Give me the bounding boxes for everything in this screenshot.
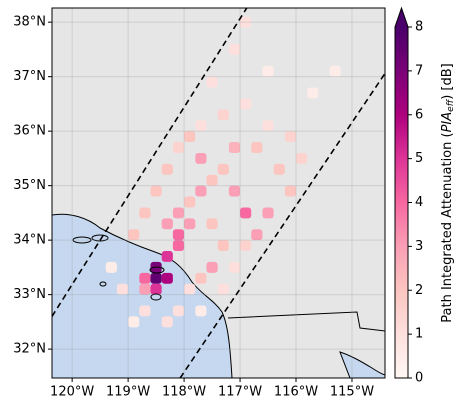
attenuation-cell	[329, 65, 341, 77]
swath-edge	[179, 72, 385, 378]
attenuation-cell	[195, 272, 207, 284]
y-tick-label: 35°N	[13, 178, 46, 193]
attenuation-cell	[116, 283, 129, 295]
attenuation-cell	[161, 251, 173, 262]
attenuation-cell	[184, 283, 196, 295]
island	[72, 236, 92, 244]
attenuation-cell	[105, 261, 117, 273]
y-tick-label: 37°N	[13, 69, 46, 84]
attenuation-cell	[195, 152, 207, 164]
attenuation-cell	[161, 163, 173, 175]
attenuation-cell	[296, 152, 308, 164]
colorbar-tick-label: 3	[415, 239, 423, 254]
attenuation-cell	[172, 305, 185, 317]
attenuation-cell	[172, 207, 185, 219]
attenuation-cell	[206, 261, 218, 273]
attenuation-cell	[251, 142, 263, 153]
island	[91, 234, 109, 242]
attenuation-cell	[139, 305, 151, 317]
colorbar-tick-label: 6	[415, 107, 423, 122]
attenuation-cell	[172, 142, 185, 153]
y-tick-label: 32°N	[13, 342, 46, 357]
attenuation-cell	[150, 283, 162, 295]
attenuation-cell	[217, 163, 229, 175]
x-tick-label: 119°W	[106, 385, 150, 400]
label-symbol: PIA	[440, 112, 455, 133]
attenuation-cell	[228, 142, 241, 153]
attenuation-cell	[161, 218, 173, 230]
colorbar-extend	[395, 8, 408, 27]
colorbar	[395, 27, 408, 378]
attenuation-cell	[228, 43, 241, 55]
y-tick-label: 36°N	[13, 124, 46, 139]
x-tick-label: 120°W	[50, 385, 94, 400]
attenuation-cell	[161, 316, 173, 328]
attenuation-cell	[128, 229, 140, 241]
attenuation-cell	[206, 174, 218, 186]
swath-edge	[52, 8, 248, 317]
attenuation-cell	[206, 76, 218, 88]
y-tick-label: 33°N	[13, 287, 46, 302]
x-tick-label: 115°W	[330, 385, 374, 400]
island	[150, 293, 162, 301]
attenuation-cell	[217, 240, 229, 252]
attenuation-cell	[139, 283, 151, 295]
x-tick-label: 118°W	[162, 385, 206, 400]
attenuation-cell	[284, 185, 297, 197]
attenuation-cell	[150, 185, 162, 197]
colorbar-label: Path Integrated Attenuation (PIAeff) [dB…	[440, 63, 456, 322]
border	[227, 311, 385, 332]
attenuation-cell	[262, 65, 274, 77]
x-tick-label: 116°W	[274, 385, 318, 400]
attenuation-cell	[228, 261, 241, 273]
attenuation-cell	[240, 16, 252, 28]
attenuation-cell	[128, 316, 140, 328]
y-tick-label: 38°N	[13, 15, 46, 30]
attenuation-cell	[228, 185, 241, 197]
attenuation-cell	[217, 283, 229, 295]
attenuation-cell	[273, 163, 285, 175]
attenuation-cell	[307, 87, 319, 99]
attenuation-cell	[139, 272, 151, 284]
attenuation-cell	[161, 272, 173, 284]
attenuation-cell	[184, 218, 196, 230]
attenuation-cell	[139, 207, 151, 219]
x-tick-label: 117°W	[218, 385, 262, 400]
label-subscript: eff	[446, 98, 456, 112]
label-text: Path Integrated Attenuation (	[440, 132, 455, 322]
colorbar-frame	[394, 6, 409, 379]
attenuation-cell	[251, 229, 263, 241]
attenuation-cell	[195, 185, 207, 197]
attenuation-cell	[195, 305, 207, 317]
map-frame	[51, 7, 386, 379]
island	[99, 281, 107, 287]
colorbar-tick-label: 1	[415, 327, 423, 342]
colorbar-tick-label: 0	[415, 371, 423, 386]
colorbar-tick-label: 5	[415, 151, 423, 166]
attenuation-cell	[150, 272, 162, 284]
attenuation-cell	[172, 229, 185, 241]
attenuation-cell	[240, 240, 252, 252]
ocean	[52, 213, 233, 378]
attenuation-cell	[284, 131, 297, 143]
attenuation-cell	[195, 120, 207, 132]
attenuation-cell	[262, 120, 274, 132]
island	[149, 266, 165, 274]
label-text: ) [dB]	[440, 63, 455, 100]
attenuation-cell	[217, 109, 229, 121]
colorbar-tick-label: 7	[415, 63, 423, 78]
attenuation-cell	[172, 240, 185, 252]
colorbar-tick-label: 4	[415, 195, 423, 210]
attenuation-cell	[184, 196, 196, 208]
y-tick-label: 34°N	[13, 233, 46, 248]
colorbar-tick-label: 2	[415, 283, 423, 298]
attenuation-cell	[240, 98, 252, 110]
attenuation-cell	[184, 131, 196, 143]
attenuation-cell	[206, 218, 218, 230]
colorbar-tick-label: 8	[415, 20, 423, 35]
attenuation-cell	[262, 207, 274, 219]
map-area	[52, 8, 385, 378]
attenuation-cell	[240, 207, 252, 219]
